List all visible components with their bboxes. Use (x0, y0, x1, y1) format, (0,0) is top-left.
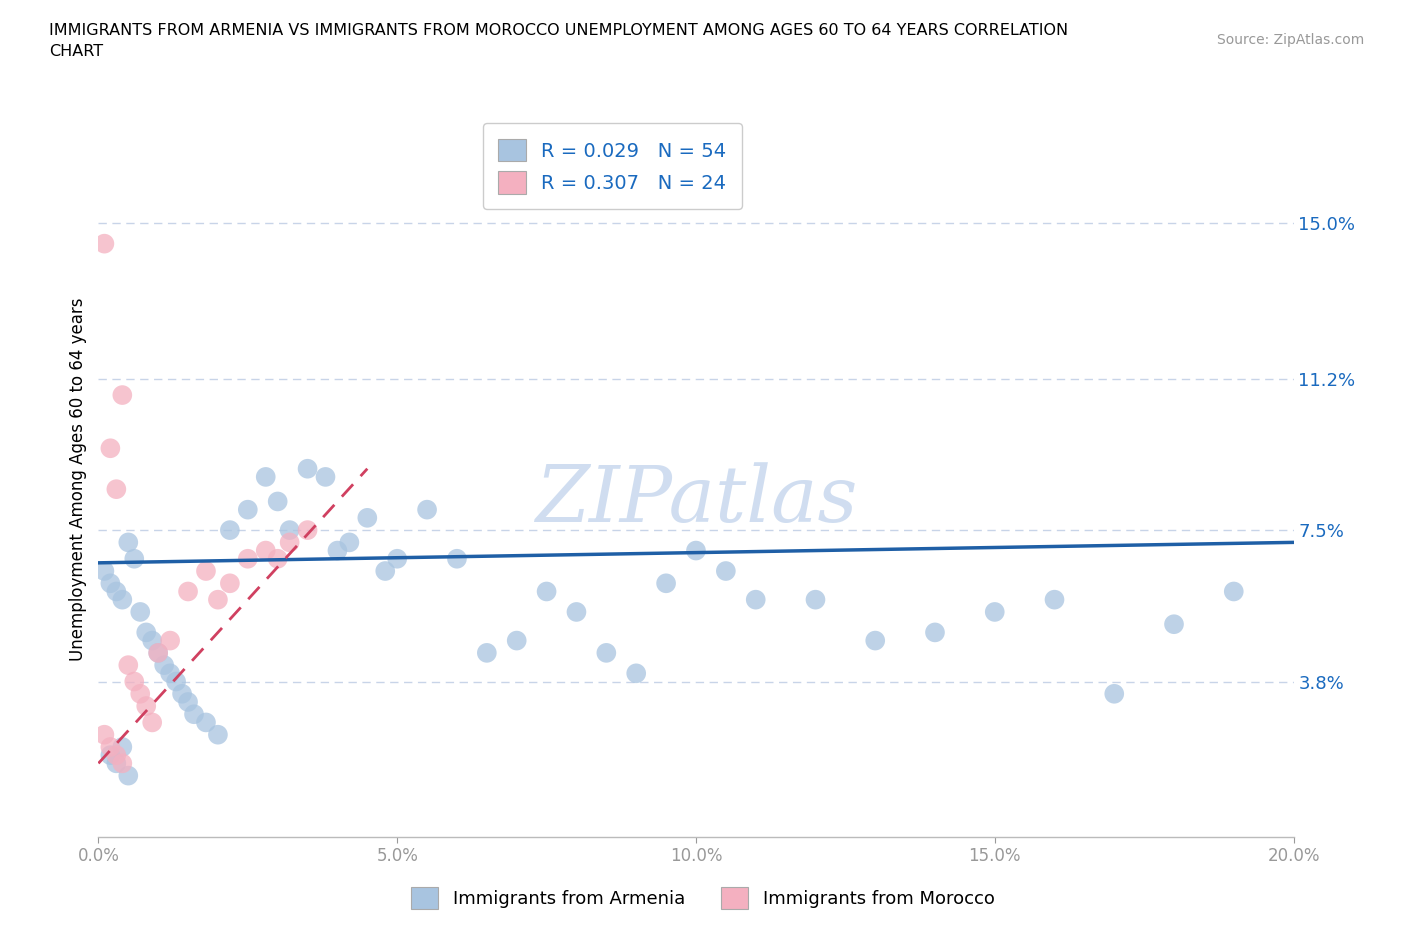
Point (385, 551, 409, 566)
Point (159, 666, 181, 681)
Point (219, 523, 242, 538)
Point (714, 564, 737, 578)
Point (236, 502, 259, 517)
Point (98, 576, 122, 591)
Point (1163, 617, 1185, 631)
Point (111, 756, 134, 771)
Legend: Immigrants from Armenia, Immigrants from Morocco: Immigrants from Armenia, Immigrants from… (404, 880, 1002, 916)
Point (278, 535, 301, 550)
Point (374, 564, 396, 578)
Point (148, 645, 170, 660)
Point (745, 592, 768, 607)
Point (124, 551, 146, 566)
Point (93, 564, 115, 578)
Point (148, 645, 170, 660)
Point (172, 686, 194, 701)
Point (117, 658, 139, 672)
Point (326, 543, 349, 558)
Point (506, 633, 529, 648)
Point (267, 551, 290, 566)
Point (278, 523, 301, 538)
Point (254, 543, 277, 558)
Point (98, 441, 122, 456)
Point (111, 739, 134, 754)
Point (117, 768, 139, 783)
Point (177, 695, 200, 710)
Point (219, 576, 242, 591)
Point (626, 666, 648, 681)
Point (153, 658, 176, 672)
Text: ZIPatlas: ZIPatlas (534, 462, 858, 538)
Point (111, 592, 134, 607)
Point (655, 576, 678, 591)
Text: Source: ZipAtlas.com: Source: ZipAtlas.com (1216, 33, 1364, 46)
Point (93, 727, 115, 742)
Point (207, 592, 229, 607)
Point (685, 543, 707, 558)
Point (416, 502, 439, 517)
Point (105, 482, 128, 497)
Point (339, 535, 361, 550)
Point (446, 551, 468, 566)
Point (984, 604, 1007, 619)
Point (297, 461, 319, 476)
Point (141, 633, 163, 648)
Point (297, 523, 319, 538)
Point (595, 645, 617, 660)
Point (177, 584, 200, 599)
Point (141, 715, 163, 730)
Point (105, 748, 128, 763)
Point (207, 727, 229, 742)
Point (195, 715, 218, 730)
Point (356, 511, 378, 525)
Point (93, 236, 115, 251)
Point (117, 535, 139, 550)
Point (165, 674, 187, 689)
Point (159, 633, 181, 648)
Point (254, 470, 277, 485)
Point (236, 551, 259, 566)
Text: IMMIGRANTS FROM ARMENIA VS IMMIGRANTS FROM MOROCCO UNEMPLOYMENT AMONG AGES 60 TO: IMMIGRANTS FROM ARMENIA VS IMMIGRANTS FR… (49, 23, 1069, 60)
Point (804, 592, 827, 607)
Point (195, 564, 218, 578)
Point (124, 674, 146, 689)
Point (267, 494, 290, 509)
Point (865, 633, 887, 648)
Point (315, 470, 337, 485)
Point (111, 388, 134, 403)
Point (565, 604, 588, 619)
Point (98, 748, 122, 763)
Point (129, 686, 152, 701)
Point (1223, 584, 1246, 599)
Point (475, 645, 498, 660)
Point (98, 739, 122, 754)
Point (924, 625, 946, 640)
Point (135, 625, 157, 640)
Point (105, 756, 128, 771)
Point (135, 698, 157, 713)
Point (1043, 592, 1066, 607)
Legend: R = 0.029   N = 54, R = 0.307   N = 24: R = 0.029 N = 54, R = 0.307 N = 24 (482, 124, 742, 209)
Point (129, 604, 152, 619)
Point (105, 584, 128, 599)
Y-axis label: Unemployment Among Ages 60 to 64 years: Unemployment Among Ages 60 to 64 years (69, 298, 87, 660)
Point (536, 584, 558, 599)
Point (1104, 686, 1126, 701)
Point (183, 707, 205, 722)
